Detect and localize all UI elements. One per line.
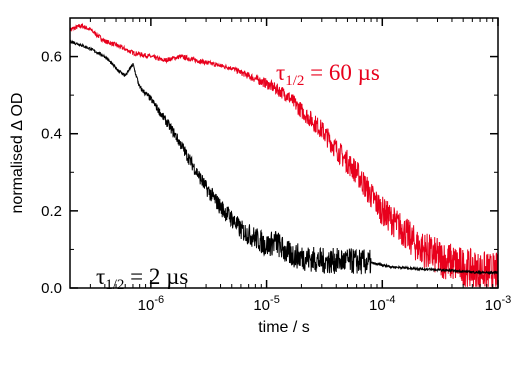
annotations: τ1/2 = 60 µs τ1/2 = 2 µs	[96, 60, 380, 293]
x-tick-label: 10-3	[485, 294, 511, 314]
plot-frame	[69, 17, 499, 289]
tau-annotation-1: τ1/2 = 60 µs	[276, 60, 380, 89]
y-axis-title: normalised Δ OD	[9, 93, 26, 214]
y-tick-label: 0.4	[41, 126, 62, 143]
x-tick-label: 10-5	[253, 294, 279, 314]
tau-annotation-2: τ1/2 = 2 µs	[96, 264, 188, 293]
x-tick-label: 10-4	[369, 294, 395, 314]
y-axis: 0.0 0.2 0.4 0.6	[41, 49, 498, 297]
y-tick-label: 0.6	[41, 49, 62, 66]
series-line-1	[69, 22, 499, 288]
x-tick-label: 10-6	[138, 294, 164, 314]
y-tick-label: 0.0	[41, 280, 62, 297]
plot-traces	[69, 22, 499, 288]
y-tick-label: 0.2	[41, 203, 62, 220]
series-line-2	[69, 39, 499, 276]
x-axis-title: time / s	[258, 319, 310, 336]
